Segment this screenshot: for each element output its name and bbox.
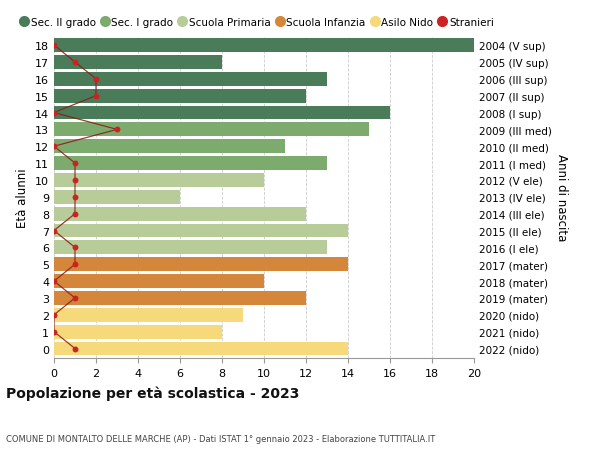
Point [70,177,80,184]
Point [70,261,80,269]
Bar [54,241,327,255]
Bar [54,157,327,171]
Bar [54,123,369,137]
Bar [54,39,474,53]
Point [49,143,59,151]
Bar [54,73,327,86]
Point [112,126,122,134]
Point [70,211,80,218]
Point [49,42,59,50]
Bar [54,106,390,120]
Text: COMUNE DI MONTALTO DELLE MARCHE (AP) - Dati ISTAT 1° gennaio 2023 - Elaborazione: COMUNE DI MONTALTO DELLE MARCHE (AP) - D… [6,434,435,442]
Point [49,328,59,336]
Y-axis label: Età alunni: Età alunni [16,168,29,227]
Point [49,227,59,235]
Point [70,244,80,252]
Y-axis label: Anni di nascita: Anni di nascita [556,154,568,241]
Bar [54,190,180,204]
Bar [54,308,243,322]
Bar [54,207,306,221]
Point [70,295,80,302]
Bar [54,90,306,103]
Point [49,278,59,285]
Bar [54,274,264,288]
Bar [54,56,222,70]
Point [70,160,80,168]
Point [70,59,80,67]
Point [70,194,80,201]
Bar [54,140,285,154]
Point [49,110,59,117]
Bar [54,291,306,305]
Bar [54,174,264,187]
Bar [54,342,348,356]
Bar [54,258,348,272]
Legend: Sec. II grado, Sec. I grado, Scuola Primaria, Scuola Infanzia, Asilo Nido, Stran: Sec. II grado, Sec. I grado, Scuola Prim… [22,18,494,28]
Bar [54,325,222,339]
Point [91,93,101,100]
Point [49,312,59,319]
Point [91,76,101,83]
Point [70,345,80,353]
Bar [54,224,348,238]
Text: Popolazione per età scolastica - 2023: Popolazione per età scolastica - 2023 [6,386,299,400]
